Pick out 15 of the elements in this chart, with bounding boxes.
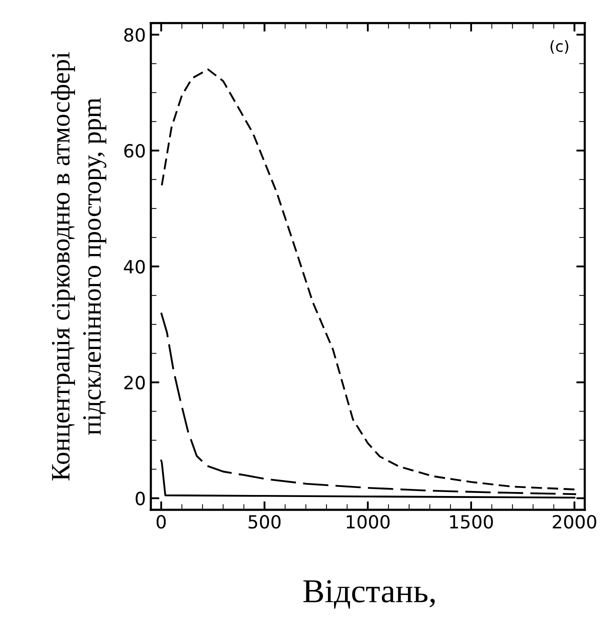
x-axis-title: Відстань,	[303, 580, 435, 609]
y-tick-label: 60	[124, 144, 145, 158]
line-series	[160, 312, 577, 496]
y-tick-label: 40	[124, 260, 145, 274]
x-tick-label: 2000	[552, 514, 596, 529]
y-tick-label: 0	[136, 492, 145, 506]
x-tick-label: 1000	[346, 514, 390, 529]
line-series	[160, 68, 578, 490]
y-tick-label: 20	[124, 376, 145, 390]
annotation: (c)	[550, 40, 568, 54]
y-axis-title: Концентрація сірководню в атмосфері підсклепінного простору, ppm	[51, 52, 106, 480]
x-tick-label: 1500	[450, 514, 493, 529]
y-tick-label: 80	[124, 28, 145, 42]
x-tick-label: 500	[248, 514, 281, 529]
x-tick-label: 0	[156, 514, 166, 529]
